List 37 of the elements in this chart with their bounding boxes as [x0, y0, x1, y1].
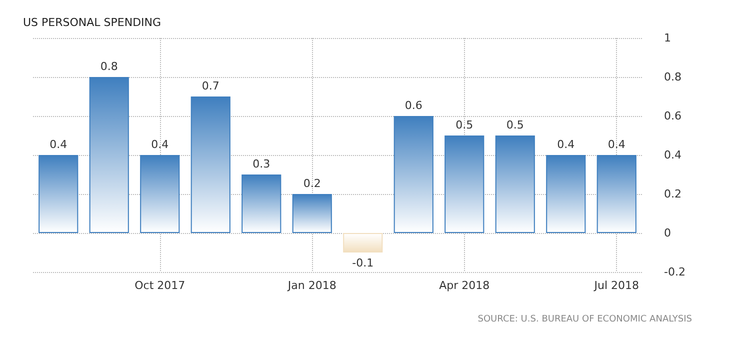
bar [596, 155, 636, 233]
bar [546, 155, 586, 233]
bar [444, 136, 484, 233]
bar [495, 136, 535, 233]
y-tick-label: 0 [664, 226, 671, 240]
data-label: 0.7 [202, 80, 220, 92]
bar [242, 174, 282, 233]
y-tick-label: 1 [664, 32, 671, 44]
data-label: 0.4 [151, 138, 169, 151]
source-note: SOURCE: U.S. BUREAU OF ECONOMIC ANALYSIS [478, 314, 692, 324]
data-label: -0.1 [352, 256, 374, 270]
data-label: 0.5 [506, 118, 524, 132]
data-label: 0.8 [100, 60, 118, 73]
y-tick-label: -0.2 [664, 266, 686, 278]
x-tick-label: Apr 2018 [439, 279, 490, 292]
bar [292, 194, 332, 233]
y-tick-label: 0.2 [664, 188, 682, 200]
data-label: 0.4 [557, 138, 575, 151]
bar [190, 96, 230, 233]
bar [394, 116, 434, 233]
data-label: 0.5 [456, 118, 474, 132]
x-tick-label: Jan 2018 [286, 279, 336, 292]
chart-title: US PERSONAL SPENDING [23, 16, 162, 29]
data-label: 0.6 [404, 99, 422, 112]
y-tick-label: 0.6 [664, 110, 682, 122]
y-tick-label: 0.8 [664, 70, 682, 84]
bar [38, 155, 78, 233]
data-label: 0.3 [252, 158, 270, 170]
data-label: 0.4 [50, 138, 68, 151]
bar [140, 155, 180, 233]
bar [89, 77, 129, 233]
data-label: 0.4 [608, 138, 626, 151]
data-label: 0.2 [303, 177, 321, 190]
x-tick-label: Jul 2018 [593, 279, 640, 292]
x-tick-label: Oct 2017 [134, 279, 186, 292]
y-tick-label: 0.4 [664, 148, 682, 162]
bar [343, 233, 383, 252]
